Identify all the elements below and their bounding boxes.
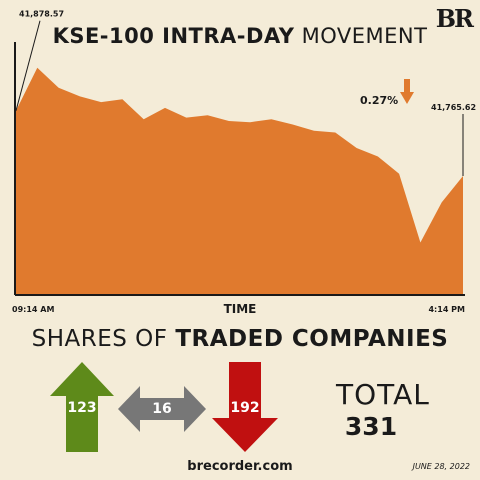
website-link[interactable]: brecorder.com: [187, 459, 293, 474]
shares-title-normal: SHARES OF: [31, 326, 168, 352]
left-right-arrow-icon: [118, 386, 206, 432]
down-arrow-large-icon: [212, 362, 278, 452]
shares-title-bold: TRADED COMPANIES: [175, 326, 449, 352]
change-percent: 0.27%: [360, 94, 399, 107]
shares-title: SHARES OF TRADED COMPANIES: [0, 326, 480, 352]
title-bold: KSE-100 INTRA-DAY: [52, 24, 295, 48]
area-series: [16, 67, 463, 294]
total-value: 331: [344, 412, 398, 441]
down-arrow-icon: [400, 79, 414, 104]
advanced-count: 123: [67, 400, 97, 416]
intraday-area-chart: 41,878.57 41,765.62 09:14 AM 4:14 PM: [12, 10, 476, 314]
title-normal: MOVEMENT: [301, 24, 428, 48]
unchanged-count: 16: [152, 401, 172, 417]
close-value-label: 41,765.62: [431, 103, 476, 112]
up-arrow-icon: [50, 362, 114, 452]
total-label: TOTAL: [336, 378, 430, 411]
open-leader-line: [15, 20, 41, 111]
brand-logo: BR: [435, 4, 474, 33]
open-value-label: 41,878.57: [19, 10, 64, 19]
x-axis-label: TIME: [223, 302, 257, 316]
declined-count: 192: [230, 400, 260, 416]
publish-date: JUNE 28, 2022: [412, 462, 470, 471]
x-tick-end: 4:14 PM: [428, 305, 465, 314]
chart-title: KSE-100 INTRA-DAY MOVEMENT: [0, 24, 480, 48]
x-tick-start: 09:14 AM: [12, 305, 54, 314]
